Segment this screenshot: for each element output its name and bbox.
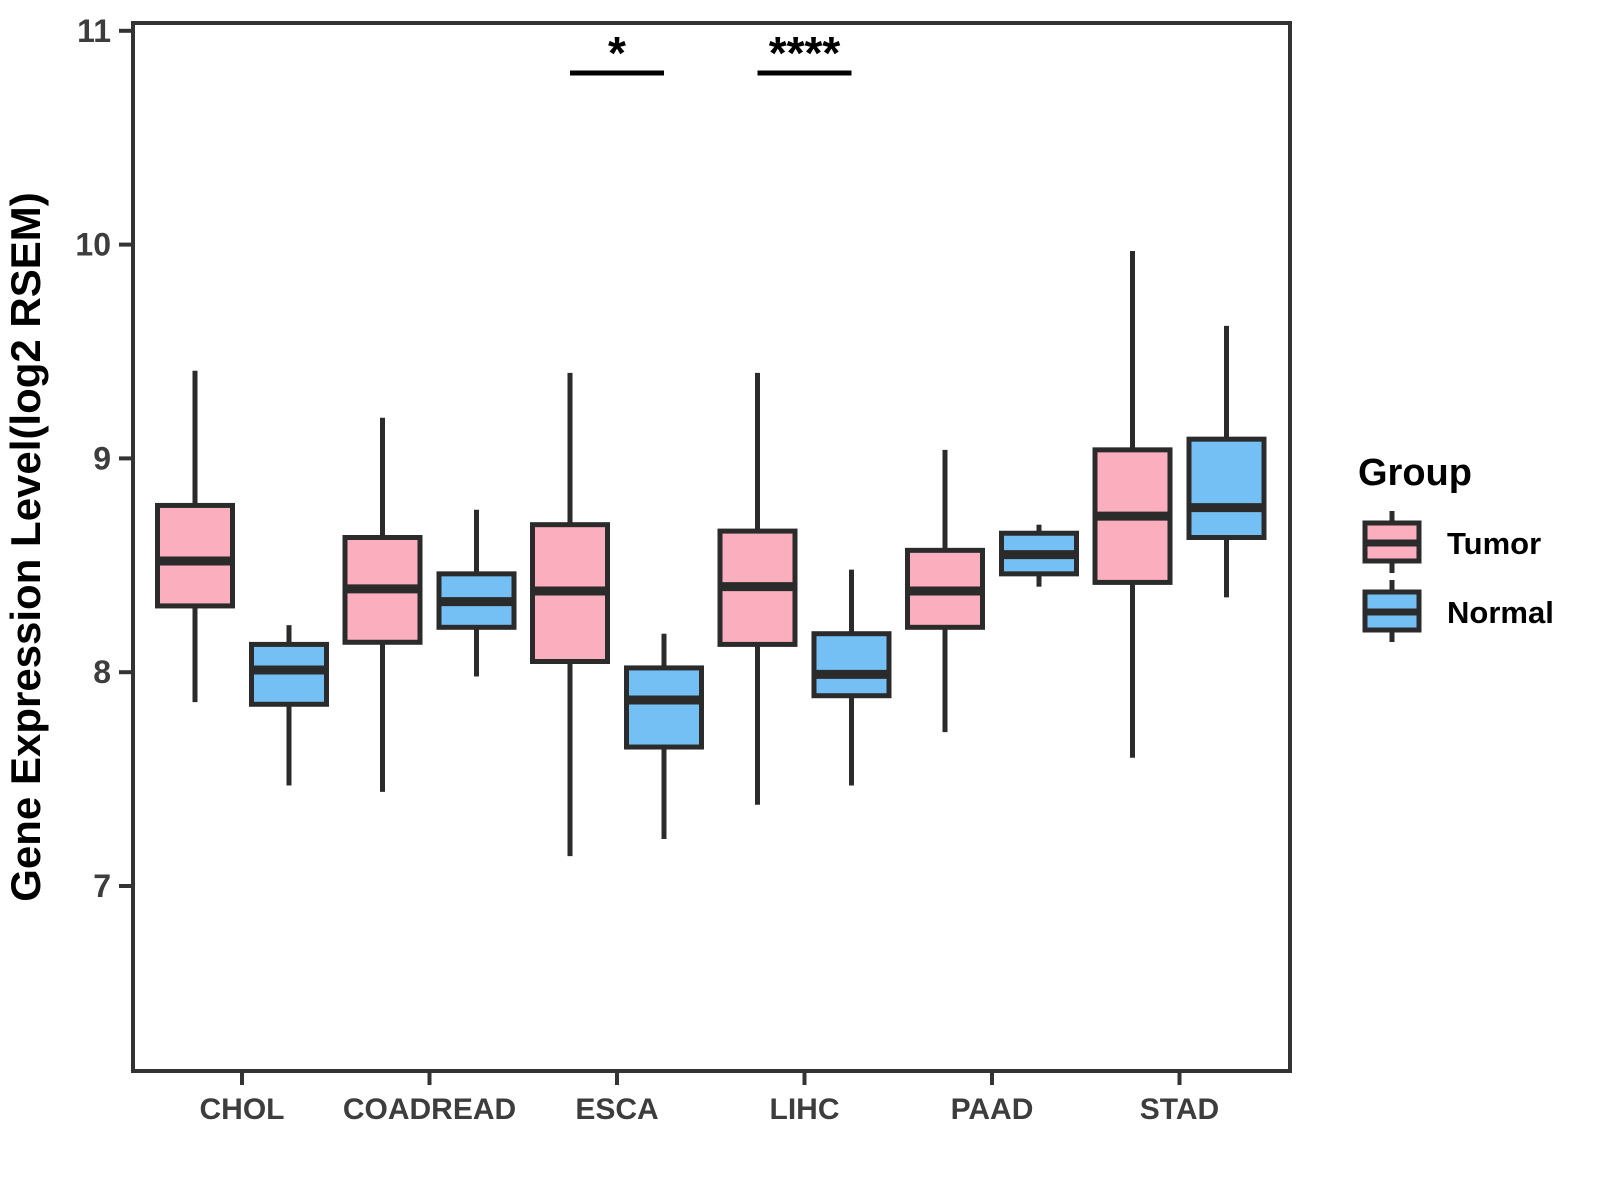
boxplot-esca-tumor — [530, 372, 610, 857]
iqr-box — [1186, 436, 1267, 541]
boxplot-coadread-tumor — [342, 417, 423, 792]
boxplot-esca-normal — [624, 633, 704, 839]
significance-stars: **** — [769, 27, 841, 79]
x-axis-label-paad: PAAD — [951, 1093, 1034, 1126]
legend-title: Group — [1358, 452, 1472, 494]
x-axis-label-chol: CHOL — [200, 1093, 285, 1126]
boxplot-paad-tumor — [905, 449, 985, 733]
y-axis-tick-label: 8 — [93, 654, 111, 690]
iqr-box — [155, 502, 235, 609]
y-axis-tick-label: 7 — [93, 868, 111, 904]
boxplot-lihc-normal — [811, 569, 892, 786]
y-axis-tick-label: 9 — [93, 440, 111, 476]
legend-entry-normal: Normal — [1362, 580, 1554, 642]
legend-entry-label: Normal — [1447, 595, 1554, 630]
boxplot-paad-normal — [999, 524, 1079, 587]
boxplot-lihc-tumor — [717, 372, 798, 805]
legend: Group Tumor Normal — [1358, 452, 1554, 642]
x-axis-label-stad: STAD — [1140, 1093, 1219, 1126]
y-axis-tick-label: 10 — [75, 227, 111, 263]
significance-lihc: **** — [757, 27, 852, 79]
x-axis-label-coadread: COADREAD — [343, 1093, 516, 1126]
plot-panel-border — [131, 21, 1292, 1073]
y-axis-title: Gene Expression Level(log2 RSEM) — [2, 192, 49, 902]
significance-esca: * — [570, 27, 664, 79]
boxplot-chol-normal — [249, 625, 329, 786]
iqr-box — [811, 631, 892, 699]
boxplot-stad-tumor — [1092, 251, 1173, 758]
iqr-box — [624, 665, 704, 750]
x-axis-label-lihc: LIHC — [770, 1093, 840, 1126]
x-axis-label-esca: ESCA — [575, 1093, 658, 1126]
y-axis-tick-label: 11 — [77, 13, 111, 49]
legend-entry-label: Tumor — [1447, 526, 1541, 561]
boxplot-coadread-normal — [436, 509, 517, 677]
boxplot-stad-normal — [1186, 325, 1267, 598]
significance-stars: * — [608, 27, 626, 79]
legend-entry-tumor: Tumor — [1362, 511, 1541, 573]
boxplot-chol-tumor — [155, 370, 235, 703]
